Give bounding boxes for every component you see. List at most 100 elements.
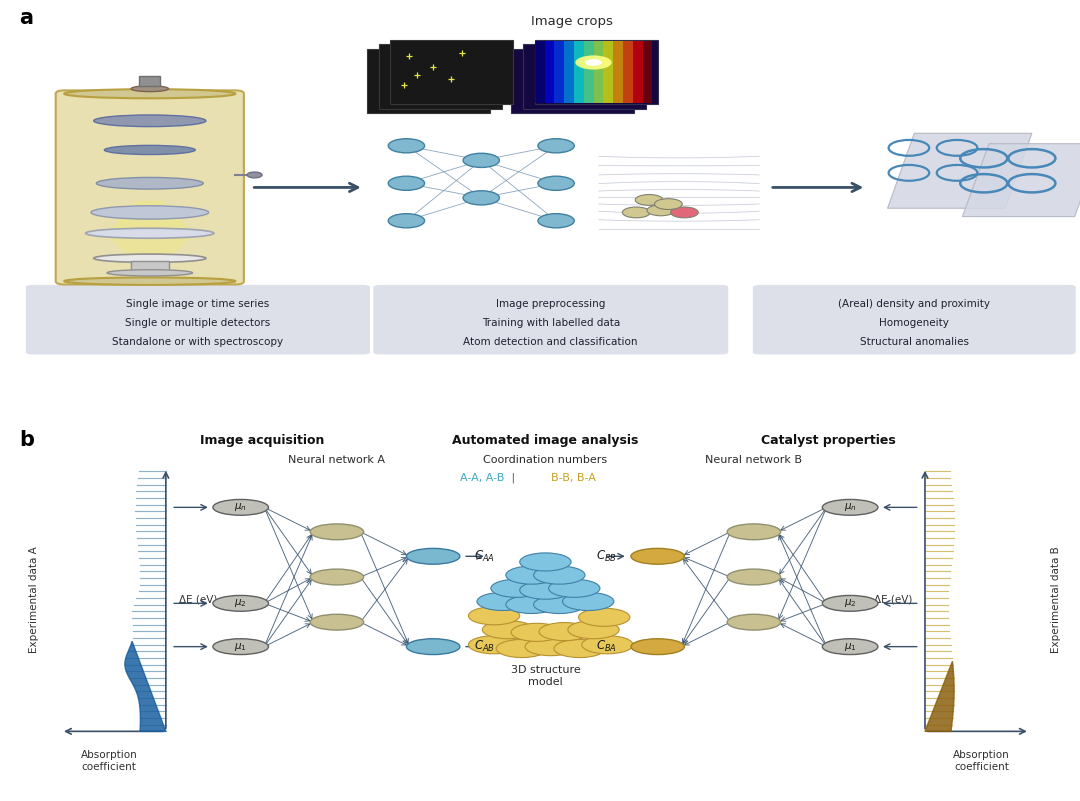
Polygon shape <box>107 201 192 233</box>
Circle shape <box>505 566 557 584</box>
Bar <box>379 44 501 109</box>
Circle shape <box>539 622 591 641</box>
Text: $\mu_n$: $\mu_n$ <box>843 501 856 513</box>
Ellipse shape <box>822 500 878 515</box>
Bar <box>643 41 652 103</box>
Bar <box>613 41 623 103</box>
Ellipse shape <box>310 524 364 540</box>
Text: A-A, A-B: A-A, A-B <box>460 473 504 483</box>
Text: $\mu_1$: $\mu_1$ <box>234 641 247 653</box>
Text: Atom detection and classification: Atom detection and classification <box>463 337 638 348</box>
Bar <box>583 41 594 103</box>
Text: $\mu_2$: $\mu_2$ <box>234 598 247 610</box>
Ellipse shape <box>213 500 269 515</box>
Text: Image crops: Image crops <box>531 14 613 27</box>
Ellipse shape <box>65 277 235 285</box>
Text: b: b <box>19 430 35 450</box>
Text: Single image or time series: Single image or time series <box>126 299 270 309</box>
Bar <box>523 44 646 109</box>
Circle shape <box>496 639 548 658</box>
Text: ΔE (eV): ΔE (eV) <box>874 594 913 605</box>
Circle shape <box>563 593 613 610</box>
Text: $C_{AB}$: $C_{AB}$ <box>474 639 495 654</box>
Text: Catalyst properties: Catalyst properties <box>761 434 896 447</box>
Text: B-B, B-A: B-B, B-A <box>551 473 596 483</box>
Text: Experimental data B: Experimental data B <box>1052 546 1062 653</box>
Bar <box>623 41 633 103</box>
Text: |: | <box>508 473 515 483</box>
FancyBboxPatch shape <box>753 285 1076 355</box>
Bar <box>554 41 564 103</box>
Circle shape <box>538 214 575 227</box>
Text: Absorption
coefficient: Absorption coefficient <box>81 751 137 772</box>
Text: 3D structure
model: 3D structure model <box>511 666 580 687</box>
Ellipse shape <box>85 228 214 238</box>
Text: Image acquisition: Image acquisition <box>200 434 324 447</box>
Circle shape <box>635 195 663 205</box>
Circle shape <box>622 207 650 218</box>
Circle shape <box>671 207 699 218</box>
Bar <box>564 41 573 103</box>
Text: $C_{BA}$: $C_{BA}$ <box>596 639 617 654</box>
Circle shape <box>582 636 633 654</box>
Ellipse shape <box>631 549 685 564</box>
Text: $C_{AA}$: $C_{AA}$ <box>474 549 495 564</box>
Text: Standalone or with spectroscopy: Standalone or with spectroscopy <box>112 337 283 348</box>
Text: (Areal) density and proximity: (Areal) density and proximity <box>838 299 990 309</box>
Ellipse shape <box>310 569 364 585</box>
Ellipse shape <box>822 638 878 654</box>
Bar <box>131 261 170 273</box>
Text: Absorption
coefficient: Absorption coefficient <box>954 751 1010 772</box>
Bar <box>390 39 513 104</box>
Ellipse shape <box>406 549 460 564</box>
Text: Experimental data A: Experimental data A <box>29 546 39 653</box>
Ellipse shape <box>131 86 168 91</box>
Circle shape <box>477 593 528 610</box>
Circle shape <box>483 621 534 638</box>
FancyBboxPatch shape <box>26 285 370 355</box>
FancyBboxPatch shape <box>374 285 728 355</box>
Ellipse shape <box>107 270 192 276</box>
Ellipse shape <box>631 638 685 654</box>
Bar <box>594 41 604 103</box>
Circle shape <box>576 55 611 70</box>
Circle shape <box>647 205 675 215</box>
Circle shape <box>519 553 571 571</box>
Circle shape <box>538 139 575 153</box>
Polygon shape <box>109 238 190 258</box>
Circle shape <box>585 59 602 66</box>
Circle shape <box>505 595 557 614</box>
Circle shape <box>388 176 424 191</box>
Bar <box>535 39 658 104</box>
Circle shape <box>554 639 605 658</box>
Text: $\mu_1$: $\mu_1$ <box>843 641 856 653</box>
Circle shape <box>511 623 563 642</box>
Ellipse shape <box>727 614 781 630</box>
Text: a: a <box>19 8 33 28</box>
Circle shape <box>388 139 424 153</box>
Circle shape <box>469 636 519 654</box>
Text: Automated image analysis: Automated image analysis <box>453 434 638 447</box>
Ellipse shape <box>94 254 206 263</box>
Circle shape <box>463 191 499 205</box>
Text: ΔE (eV): ΔE (eV) <box>178 594 217 605</box>
Ellipse shape <box>65 89 235 99</box>
Bar <box>573 41 583 103</box>
Text: $C_{BB}$: $C_{BB}$ <box>596 549 617 564</box>
Ellipse shape <box>213 638 269 654</box>
Text: Training with labelled data: Training with labelled data <box>482 318 620 328</box>
Ellipse shape <box>310 614 364 630</box>
Bar <box>604 41 613 103</box>
Circle shape <box>579 608 630 626</box>
Polygon shape <box>125 642 166 731</box>
Bar <box>367 49 490 113</box>
Text: Image preprocessing: Image preprocessing <box>496 299 606 309</box>
Circle shape <box>534 566 585 584</box>
Ellipse shape <box>727 569 781 585</box>
Circle shape <box>525 638 577 656</box>
Bar <box>511 49 634 113</box>
Circle shape <box>519 582 571 599</box>
Ellipse shape <box>91 206 208 219</box>
Bar <box>535 41 544 103</box>
Circle shape <box>463 153 499 167</box>
